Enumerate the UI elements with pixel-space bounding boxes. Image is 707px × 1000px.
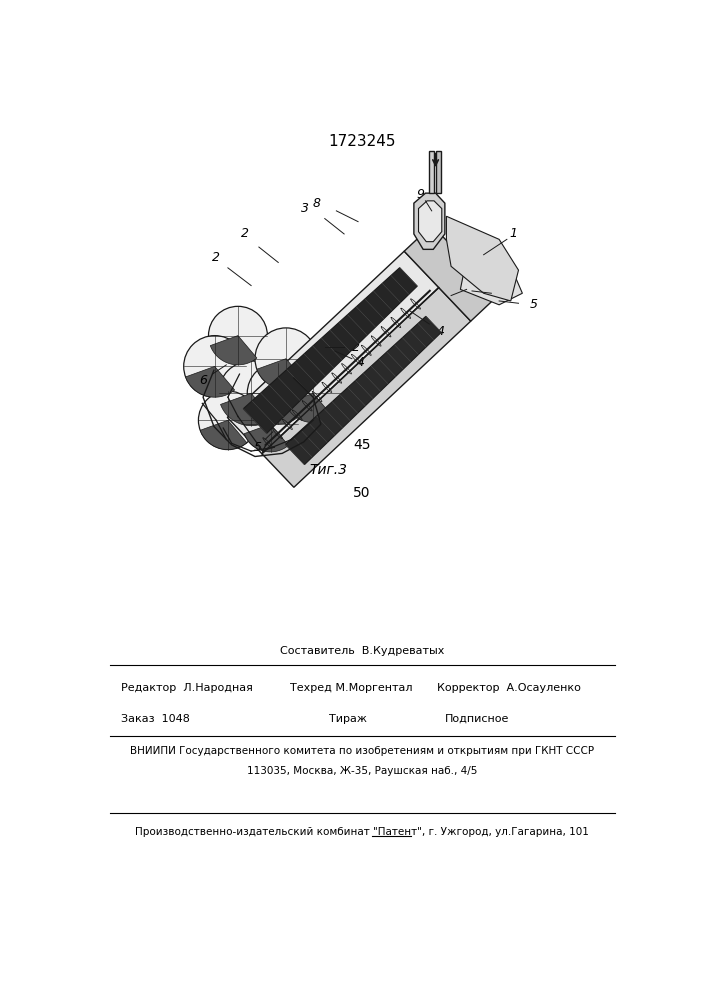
Polygon shape bbox=[243, 268, 417, 433]
Text: 5: 5 bbox=[253, 441, 262, 454]
Circle shape bbox=[284, 364, 343, 423]
Text: 6: 6 bbox=[199, 374, 207, 387]
Polygon shape bbox=[414, 193, 445, 249]
Polygon shape bbox=[221, 393, 272, 426]
Circle shape bbox=[247, 363, 309, 424]
Polygon shape bbox=[286, 316, 441, 465]
Bar bbox=[436, 151, 441, 193]
Text: Производственно-издательский комбинат "Патент", г. Ужгород, ул.Гагарина, 101: Производственно-издательский комбинат "П… bbox=[135, 827, 589, 837]
Text: 3: 3 bbox=[301, 202, 310, 215]
Text: 8: 8 bbox=[313, 197, 321, 210]
Text: Заказ  1048: Заказ 1048 bbox=[121, 714, 189, 724]
Circle shape bbox=[218, 361, 284, 426]
Polygon shape bbox=[419, 201, 442, 242]
Polygon shape bbox=[446, 216, 518, 301]
Polygon shape bbox=[200, 420, 247, 450]
Polygon shape bbox=[460, 251, 522, 305]
Circle shape bbox=[209, 306, 267, 365]
Polygon shape bbox=[262, 288, 471, 487]
Polygon shape bbox=[249, 393, 298, 424]
Circle shape bbox=[243, 396, 298, 452]
Text: Составитель  В.Кудреватых: Составитель В.Кудреватых bbox=[280, 646, 444, 656]
Text: 50: 50 bbox=[354, 486, 370, 500]
Text: 2: 2 bbox=[352, 341, 360, 354]
Text: ВНИИПИ Государственного комитета по изобретениям и открытиям при ГКНТ СССР: ВНИИПИ Государственного комитета по изоб… bbox=[130, 746, 594, 756]
Text: Редактор  Л.Народная: Редактор Л.Народная bbox=[121, 683, 253, 693]
Text: 7: 7 bbox=[501, 289, 509, 302]
Text: Корректор  А.Осауленко: Корректор А.Осауленко bbox=[437, 683, 581, 693]
Text: 9: 9 bbox=[416, 188, 424, 201]
Text: 35: 35 bbox=[354, 346, 370, 360]
Text: 4: 4 bbox=[357, 356, 366, 369]
Polygon shape bbox=[286, 393, 332, 423]
Text: Тираж: Тираж bbox=[329, 714, 367, 724]
Circle shape bbox=[199, 391, 257, 450]
Text: 1: 1 bbox=[509, 227, 517, 240]
Circle shape bbox=[255, 328, 317, 389]
Polygon shape bbox=[257, 359, 306, 389]
Text: Техред М.Моргентал: Техред М.Моргентал bbox=[290, 683, 412, 693]
Text: 4: 4 bbox=[437, 325, 445, 338]
Polygon shape bbox=[228, 251, 439, 454]
Bar bbox=[429, 151, 434, 193]
Polygon shape bbox=[245, 424, 288, 452]
Text: 40: 40 bbox=[354, 392, 370, 406]
Text: Подписное: Подписное bbox=[445, 714, 509, 724]
Text: 1723245: 1723245 bbox=[328, 134, 396, 149]
Text: 5: 5 bbox=[530, 298, 538, 311]
Text: 45: 45 bbox=[354, 438, 370, 452]
Circle shape bbox=[184, 336, 246, 397]
Text: 113035, Москва, Ж-35, Раушская наб., 4/5: 113035, Москва, Ж-35, Раушская наб., 4/5 bbox=[247, 766, 477, 776]
Text: 3: 3 bbox=[472, 279, 480, 292]
Polygon shape bbox=[185, 366, 235, 397]
Text: Τиг.3: Τиг.3 bbox=[310, 463, 348, 477]
Polygon shape bbox=[404, 225, 498, 321]
Polygon shape bbox=[210, 336, 257, 365]
Text: 2: 2 bbox=[241, 227, 249, 240]
Text: 2: 2 bbox=[212, 251, 221, 264]
